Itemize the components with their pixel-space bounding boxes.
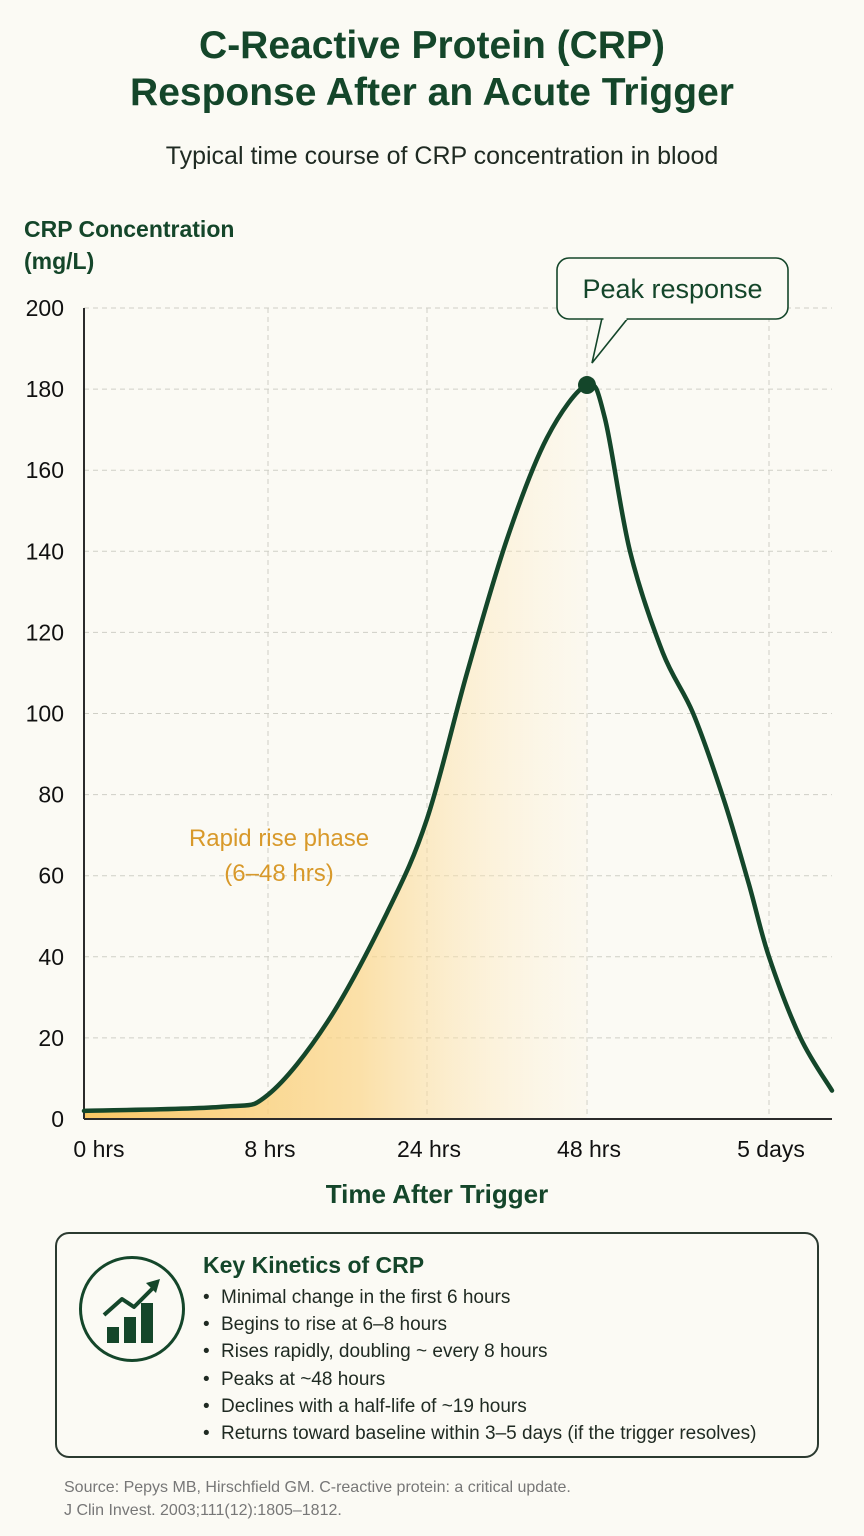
rise-phase-label-line-1: Rapid rise phase (189, 825, 369, 852)
crp-chart: Peak response Rapid rise phase (6–48 hrs… (26, 257, 835, 1209)
source-line-1: Source: Pepys MB, Hirschfield GM. C-reac… (64, 1479, 571, 1496)
series-line (81, 382, 835, 1114)
list-item: Begins to rise at 6–8 hours (203, 1311, 756, 1338)
y-axis-label-line-1: CRP Concentration (24, 216, 235, 242)
x-tick-label: 48 hrs (557, 1136, 621, 1162)
chart-title-line-2: Response After an Acute Trigger (130, 71, 734, 114)
key-kinetics-list: Minimal change in the first 6 hours Begi… (203, 1284, 756, 1447)
list-item: Declines with a half-life of ~19 hours (203, 1393, 756, 1420)
key-kinetics-panel: Key Kinetics of CRP Minimal change in th… (55, 1232, 819, 1458)
peak-callout: Peak response (556, 257, 789, 364)
y-tick-label: 40 (38, 944, 64, 970)
key-kinetics-title: Key Kinetics of CRP (203, 1252, 425, 1278)
callout-box (556, 257, 789, 320)
y-tick-label: 0 (51, 1106, 64, 1132)
chart-subtitle: Typical time course of CRP concentration… (165, 142, 719, 170)
source-citation: Source: Pepys MB, Hirschfield GM. C-reac… (64, 1476, 571, 1522)
growth-chart-icon (79, 1256, 185, 1362)
y-tick-label: 60 (38, 863, 64, 889)
axes (83, 308, 832, 1120)
source-line-2: J Clin Invest. 2003;111(12):1805–1812. (64, 1502, 342, 1519)
chart-title-line-1: C-Reactive Protein (CRP) (199, 24, 665, 67)
y-tick-label: 80 (38, 782, 64, 808)
x-tick-labels: 0 hrs 8 hrs 24 hrs 48 hrs 5 days (73, 1136, 804, 1162)
y-tick-labels: 0 20 40 60 80 100 120 140 160 180 200 (26, 295, 64, 1132)
y-tick-label: 180 (26, 376, 64, 402)
rise-phase-fill (84, 385, 587, 1119)
y-tick-label: 100 (26, 701, 64, 727)
rise-phase-label-line-2: (6–48 hrs) (224, 860, 333, 887)
x-tick-label: 24 hrs (397, 1136, 461, 1162)
chart-title: C-Reactive Protein (CRP) Response After … (0, 22, 864, 116)
callout-pointer (591, 317, 630, 364)
peak-response-label: Peak response (582, 274, 762, 304)
y-tick-label: 160 (26, 457, 64, 483)
y-tick-label: 120 (26, 619, 64, 645)
y-tick-label: 200 (26, 295, 64, 321)
y-axis-label-line-2: (mg/L) (24, 248, 95, 274)
x-axis-label: Time After Trigger (326, 1179, 549, 1209)
list-item: Peaks at ~48 hours (203, 1366, 756, 1393)
x-tick-label: 5 days (737, 1136, 805, 1162)
list-item: Rises rapidly, doubling ~ every 8 hours (203, 1338, 756, 1365)
y-tick-label: 140 (26, 538, 64, 564)
x-tick-label: 0 hrs (73, 1136, 124, 1162)
peak-point (578, 376, 596, 395)
rise-phase-label: Rapid rise phase (6–48 hrs) (189, 825, 369, 887)
list-item: Returns toward baseline within 3–5 days … (203, 1420, 756, 1447)
x-tick-label: 8 hrs (244, 1136, 295, 1162)
y-axis-label: CRP Concentration (mg/L) (24, 213, 234, 277)
y-tick-label: 20 (38, 1025, 64, 1051)
list-item: Minimal change in the first 6 hours (203, 1284, 756, 1311)
